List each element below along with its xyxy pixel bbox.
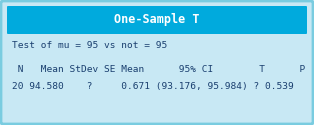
Text: One-Sample T: One-Sample T	[114, 14, 200, 26]
Text: Test of mu = 95 vs not = 95: Test of mu = 95 vs not = 95	[12, 42, 167, 50]
FancyBboxPatch shape	[1, 1, 313, 124]
Text: N   Mean StDev SE Mean      95% CI        T      P: N Mean StDev SE Mean 95% CI T P	[12, 66, 305, 74]
FancyBboxPatch shape	[7, 6, 307, 34]
Text: 20 94.580    ?     0.671 (93.176, 95.984) ? 0.539: 20 94.580 ? 0.671 (93.176, 95.984) ? 0.5…	[12, 82, 294, 92]
